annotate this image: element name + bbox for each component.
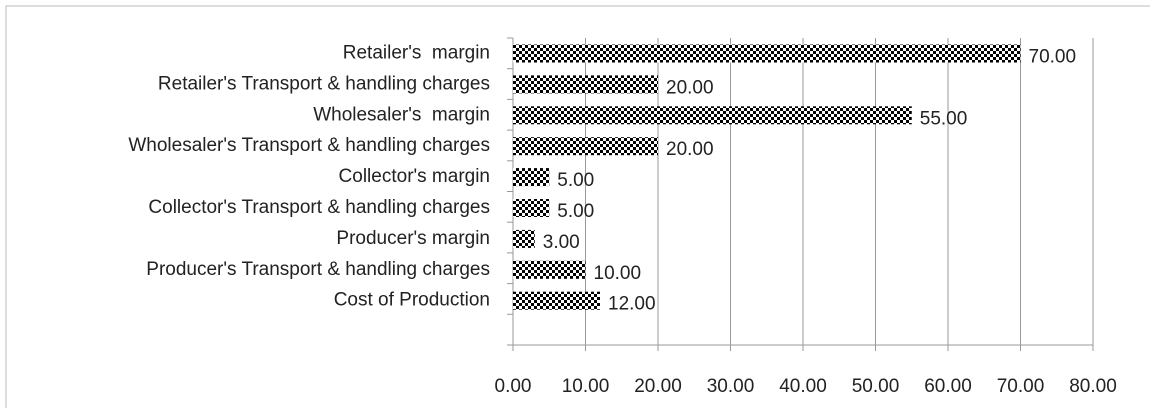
- bar: [513, 137, 658, 156]
- y-tick-label: Cost of Production: [334, 290, 490, 311]
- y-tick-label: Producer's Transport & handling charges: [146, 259, 490, 280]
- bar: [513, 229, 535, 248]
- x-tick-label: 70.00: [997, 376, 1045, 397]
- y-tick-label: Wholesaler's Transport & handling charge…: [128, 135, 490, 156]
- y-tick-label: Retailer's margin: [343, 43, 490, 64]
- chart-border: [5, 5, 1150, 408]
- bar: [513, 106, 912, 125]
- bar: [513, 44, 1021, 63]
- bar: [513, 291, 600, 310]
- value-label: 5.00: [557, 170, 594, 191]
- value-label: 5.00: [557, 201, 594, 222]
- bar: [513, 199, 550, 217]
- x-tick-label: 10.00: [562, 376, 610, 397]
- x-tick-label: 80.00: [1069, 376, 1117, 397]
- value-label: 20.00: [666, 77, 714, 98]
- value-label: 12.00: [608, 294, 656, 315]
- value-label: 20.00: [666, 139, 714, 160]
- y-tick-label: Wholesaler's margin: [313, 104, 490, 125]
- value-label: 3.00: [543, 232, 580, 253]
- y-tick-label: Producer's margin: [336, 228, 490, 249]
- x-tick-label: 40.00: [779, 376, 827, 397]
- y-tick-label: Retailer's Transport & handling charges: [158, 73, 490, 94]
- y-tick-label: Collector's margin: [339, 166, 490, 187]
- x-tick-label: 30.00: [707, 376, 755, 397]
- x-tick-label: 0.00: [495, 376, 532, 397]
- x-tick-label: 60.00: [924, 376, 972, 397]
- x-tick-label: 50.00: [852, 376, 900, 397]
- bar: [513, 168, 550, 187]
- bar: [513, 75, 658, 94]
- value-label: 70.00: [1029, 47, 1077, 68]
- x-tick-label: 20.00: [634, 376, 682, 397]
- y-tick-label: Collector's Transport & handling charges: [148, 197, 490, 218]
- bar: [513, 260, 586, 279]
- value-label: 10.00: [594, 263, 642, 284]
- value-label: 55.00: [920, 108, 968, 129]
